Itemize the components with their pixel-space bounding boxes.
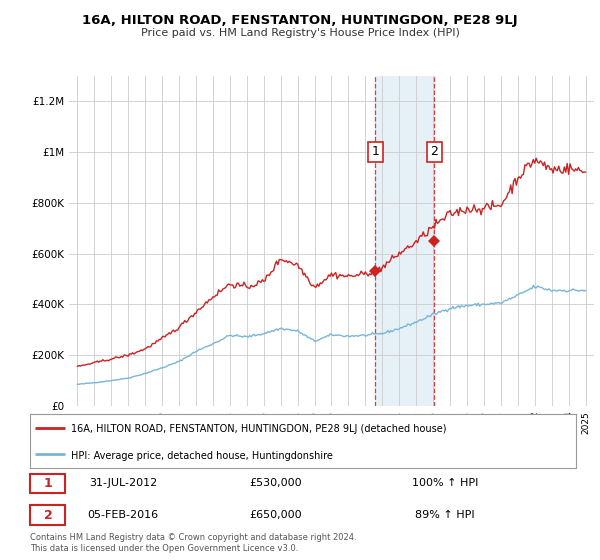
Text: 1: 1 — [44, 477, 52, 490]
Text: 16A, HILTON ROAD, FENSTANTON, HUNTINGDON, PE28 9LJ (detached house): 16A, HILTON ROAD, FENSTANTON, HUNTINGDON… — [71, 424, 446, 435]
Text: Contains HM Land Registry data © Crown copyright and database right 2024.
This d: Contains HM Land Registry data © Crown c… — [30, 533, 356, 553]
Text: 05-FEB-2016: 05-FEB-2016 — [87, 510, 158, 520]
Text: 16A, HILTON ROAD, FENSTANTON, HUNTINGDON, PE28 9LJ: 16A, HILTON ROAD, FENSTANTON, HUNTINGDON… — [82, 14, 518, 27]
FancyBboxPatch shape — [30, 474, 65, 493]
Text: HPI: Average price, detached house, Huntingdonshire: HPI: Average price, detached house, Hunt… — [71, 451, 333, 461]
Text: 2: 2 — [431, 146, 439, 158]
FancyBboxPatch shape — [30, 505, 65, 525]
Text: 2: 2 — [44, 508, 52, 521]
Text: £650,000: £650,000 — [250, 510, 302, 520]
Bar — [375, 76, 434, 406]
Text: 89% ↑ HPI: 89% ↑ HPI — [415, 510, 475, 520]
Text: 100% ↑ HPI: 100% ↑ HPI — [412, 478, 478, 488]
Text: Price paid vs. HM Land Registry's House Price Index (HPI): Price paid vs. HM Land Registry's House … — [140, 28, 460, 38]
Text: 31-JUL-2012: 31-JUL-2012 — [89, 478, 157, 488]
Text: £530,000: £530,000 — [250, 478, 302, 488]
Text: 1: 1 — [371, 146, 379, 158]
